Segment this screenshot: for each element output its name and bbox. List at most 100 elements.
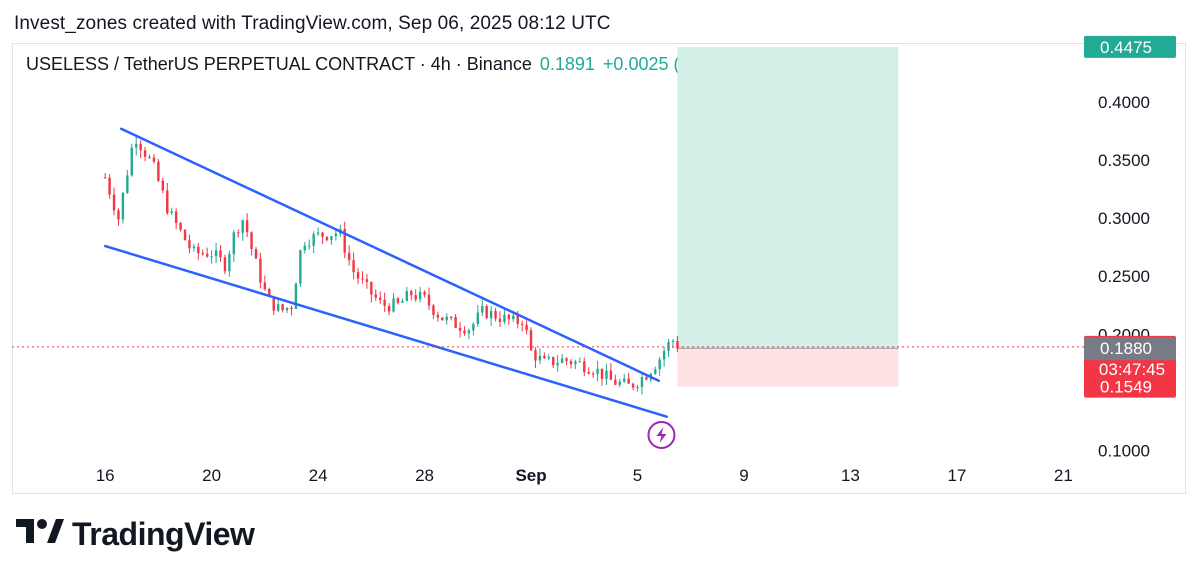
candle-body bbox=[392, 298, 395, 312]
entry-price-badge: 0.1880 bbox=[1084, 337, 1176, 361]
candle-body bbox=[631, 383, 635, 388]
candle-body bbox=[441, 317, 444, 321]
candle-body bbox=[232, 232, 236, 255]
candle-body bbox=[263, 282, 267, 290]
candle-body bbox=[316, 232, 320, 234]
candle-body bbox=[379, 297, 382, 300]
candle-body bbox=[609, 370, 613, 380]
candle-body bbox=[387, 306, 391, 312]
candle-body bbox=[605, 370, 608, 379]
candle-body bbox=[587, 372, 590, 374]
trendline-lower bbox=[103, 244, 669, 418]
candle-body bbox=[600, 368, 604, 379]
candle-body bbox=[654, 369, 657, 374]
y-tick-label: 0.3500 bbox=[1098, 151, 1150, 170]
candle-body bbox=[197, 246, 200, 254]
candle-body bbox=[130, 147, 133, 176]
candle-body bbox=[166, 190, 169, 214]
candle-body bbox=[290, 307, 293, 310]
candle-body bbox=[241, 220, 244, 233]
x-tick-label: 20 bbox=[202, 466, 221, 485]
candle-body bbox=[427, 294, 431, 306]
x-tick-label: 13 bbox=[841, 466, 860, 485]
y-tick-label: 0.2500 bbox=[1098, 267, 1150, 286]
candle-body bbox=[374, 294, 377, 298]
candle-body bbox=[543, 355, 546, 359]
candle-body bbox=[148, 156, 151, 158]
candle-body bbox=[183, 229, 187, 241]
candle-body bbox=[152, 157, 156, 162]
candle-body bbox=[108, 177, 111, 195]
candle-body bbox=[418, 291, 422, 300]
candle-body bbox=[135, 143, 138, 148]
candle-body bbox=[476, 312, 480, 324]
candle-body bbox=[583, 361, 586, 373]
target-price-badge-text: 0.4475 bbox=[1100, 38, 1152, 57]
candle-body bbox=[640, 377, 644, 387]
trendline-upper bbox=[119, 127, 661, 382]
candle-body bbox=[520, 323, 524, 325]
candle-body bbox=[596, 368, 599, 375]
x-tick-label: 21 bbox=[1054, 466, 1073, 485]
candle-body bbox=[157, 161, 160, 181]
candle-body bbox=[552, 357, 555, 366]
candle-body bbox=[574, 361, 577, 365]
candle-body bbox=[321, 232, 324, 237]
candle-body bbox=[662, 351, 666, 360]
candle-body bbox=[272, 296, 275, 311]
candle-body bbox=[618, 381, 621, 385]
y-tick-label: 0.3000 bbox=[1098, 209, 1150, 228]
candle-body bbox=[259, 258, 262, 283]
candle-body bbox=[268, 289, 271, 297]
candle-body bbox=[352, 260, 355, 273]
candle-body bbox=[414, 295, 417, 300]
candle-body bbox=[308, 245, 311, 247]
candle-body bbox=[214, 250, 218, 257]
candle-body bbox=[516, 315, 519, 324]
candle-body bbox=[405, 291, 409, 301]
x-tick-label: 17 bbox=[947, 466, 966, 485]
candle-body bbox=[658, 359, 661, 370]
candle-body bbox=[285, 307, 289, 311]
candle-body bbox=[467, 330, 471, 334]
candle-body bbox=[525, 324, 528, 331]
candle-body bbox=[432, 305, 435, 315]
candle-body bbox=[498, 318, 502, 322]
candle-body bbox=[507, 314, 511, 320]
candle-body bbox=[569, 361, 573, 365]
candle-body bbox=[254, 249, 258, 259]
candle-body bbox=[370, 281, 373, 295]
candle-body bbox=[547, 357, 550, 359]
candle-body bbox=[192, 246, 196, 249]
candle-body bbox=[356, 272, 360, 279]
candle-body bbox=[228, 254, 231, 272]
candle-body bbox=[454, 317, 457, 328]
candle-body bbox=[410, 291, 413, 296]
candle-body bbox=[299, 250, 302, 284]
tradingview-logo[interactable]: TradingView bbox=[16, 516, 255, 553]
x-tick-label: 28 bbox=[415, 466, 434, 485]
candle-body bbox=[401, 300, 404, 303]
candle-body bbox=[325, 236, 329, 240]
candle-body bbox=[223, 257, 227, 272]
candle-body bbox=[494, 310, 497, 319]
last-price-badge-countdown: 03:47:45 bbox=[1099, 360, 1165, 379]
candle-body bbox=[112, 194, 116, 211]
tradingview-wordmark: TradingView bbox=[72, 516, 255, 552]
stop-zone bbox=[677, 348, 899, 387]
candle-body bbox=[281, 304, 284, 311]
candle-body bbox=[383, 299, 386, 307]
x-tick-label: Sep bbox=[515, 466, 546, 485]
candle-body bbox=[578, 361, 582, 363]
candle-body bbox=[538, 355, 542, 361]
candle-body bbox=[210, 256, 213, 258]
candle-body bbox=[161, 180, 165, 191]
candle-body bbox=[503, 314, 506, 322]
candle-body bbox=[622, 378, 626, 382]
candle-body bbox=[245, 220, 249, 233]
candle-body bbox=[343, 228, 346, 253]
candle-body bbox=[334, 233, 338, 237]
symbol-title[interactable]: USELESS / TetherUS PERPETUAL CONTRACT · … bbox=[26, 54, 532, 74]
candle-body bbox=[449, 316, 453, 318]
